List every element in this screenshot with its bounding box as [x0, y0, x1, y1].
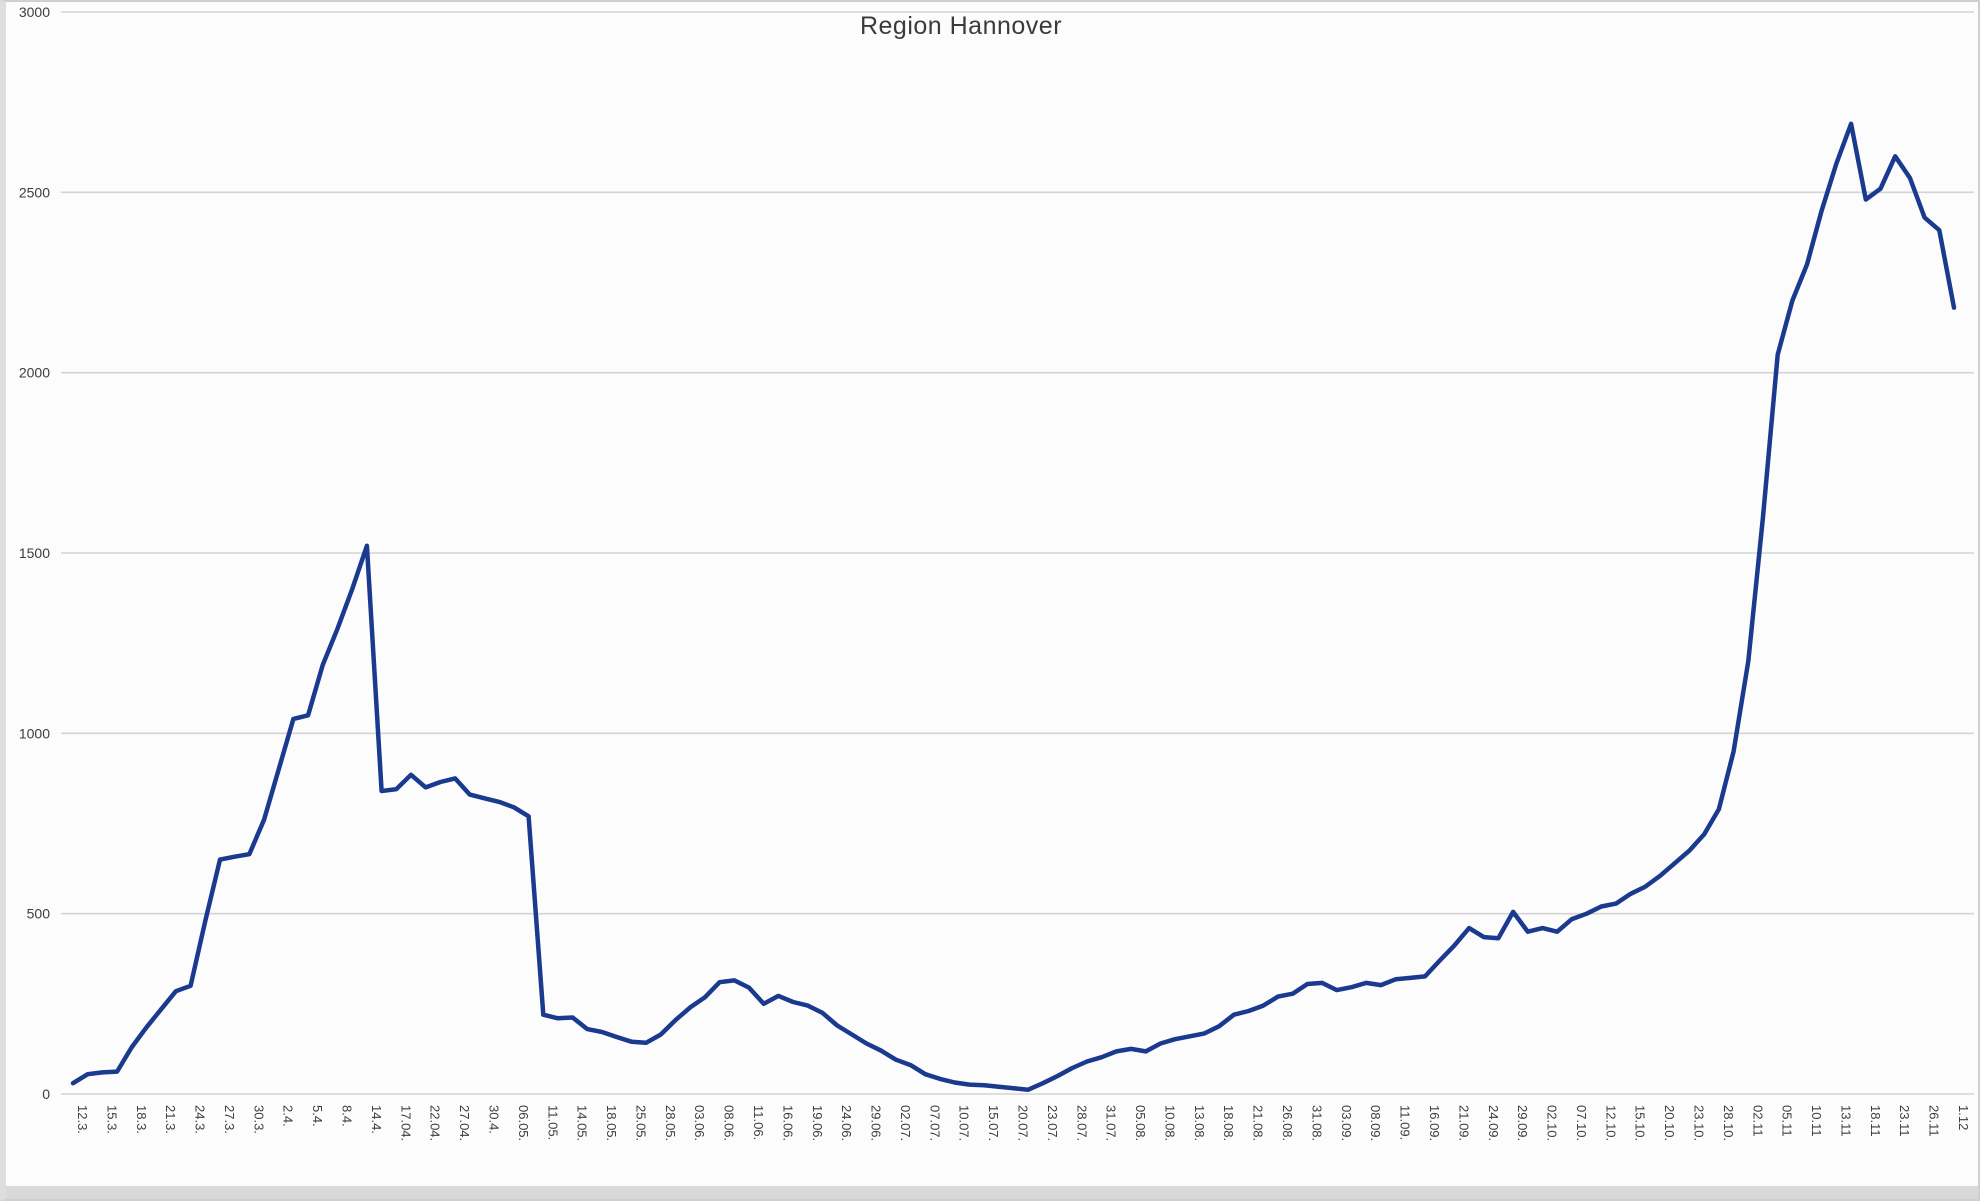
- x-axis-label: 30.3.: [251, 1105, 266, 1134]
- x-axis-label: 07.07.: [927, 1105, 942, 1141]
- x-axis-label: 19.06.: [810, 1105, 825, 1141]
- y-axis-label: 500: [27, 906, 51, 922]
- x-axis-label: 20.07.: [1016, 1105, 1031, 1141]
- x-axis-label: 23.10.: [1691, 1105, 1706, 1141]
- x-axis-label: 10.08.: [1162, 1105, 1177, 1141]
- x-axis-label: 14.4.: [369, 1105, 384, 1134]
- x-axis-label: 24.09.: [1486, 1105, 1501, 1141]
- x-axis-label: 28.07.: [1074, 1105, 1089, 1141]
- chart-title: Region Hannover: [859, 12, 1063, 40]
- x-axis-label: 1.12: [1956, 1105, 1971, 1130]
- line-chart: 0 500 1000 1500 2000 2500 3000 12.3. 15.3. 18.3. 2…: [19, 4, 1974, 1141]
- x-axis-label: 27.3.: [222, 1105, 237, 1134]
- x-axis-label: 12.3.: [75, 1105, 90, 1134]
- x-axis-label: 10.11: [1809, 1105, 1824, 1137]
- x-axis-label: 28.05.: [663, 1105, 678, 1141]
- x-axis-label: 24.3.: [193, 1105, 208, 1134]
- x-axis-label: 18.08.: [1221, 1105, 1236, 1141]
- x-axis-label: 18.05.: [604, 1105, 619, 1141]
- x-axis-label: 13.08.: [1192, 1105, 1207, 1141]
- x-axis-label: 08.06.: [722, 1105, 737, 1141]
- x-axis-label: 2.4.: [281, 1105, 296, 1127]
- x-axis-label: 06.05.: [516, 1105, 531, 1141]
- x-axis-label: 21.08.: [1251, 1105, 1266, 1141]
- x-axis-label: 08.09.: [1368, 1105, 1383, 1141]
- x-axis-label: 23.11: [1897, 1105, 1912, 1137]
- x-axis-label: 24.06.: [839, 1105, 854, 1141]
- x-axis-label: 16.09.: [1427, 1105, 1442, 1141]
- x-axis-label: 29.06.: [869, 1105, 884, 1141]
- x-axis-label: 16.06.: [780, 1105, 795, 1141]
- x-axis-label: 03.06.: [692, 1105, 707, 1141]
- data-series-line: [70, 121, 1957, 1092]
- x-axis-label: 23.07.: [1045, 1105, 1060, 1141]
- x-axis-label: 14.05.: [575, 1105, 590, 1141]
- x-axis-label: 28.10.: [1721, 1105, 1736, 1141]
- x-axis-label: 05.11: [1780, 1105, 1795, 1137]
- y-axis-label: 1500: [19, 545, 50, 561]
- x-axis-label: 10.07.: [957, 1105, 972, 1141]
- x-axis-label: 07.10.: [1574, 1105, 1589, 1141]
- x-axis-label: 05.08.: [1133, 1105, 1148, 1141]
- x-axis-label: 11.09.: [1398, 1105, 1413, 1140]
- x-axis-label: 02.07.: [898, 1105, 913, 1141]
- x-axis-label: 21.09.: [1456, 1105, 1471, 1141]
- y-axis-label: 0: [42, 1086, 50, 1102]
- x-axis-label: 15.3.: [104, 1105, 119, 1134]
- y-axis-label: 2000: [19, 365, 50, 381]
- x-axis-label: 20.10.: [1662, 1105, 1677, 1141]
- x-axis-label: 31.08.: [1309, 1105, 1324, 1141]
- x-axis-label: 02.11: [1750, 1105, 1765, 1137]
- x-axis-label: 15.07.: [986, 1105, 1001, 1141]
- x-axis-label: 29.09.: [1515, 1105, 1530, 1141]
- x-axis-label: 18.11: [1868, 1105, 1883, 1137]
- x-axis-label: 02.10.: [1545, 1105, 1560, 1141]
- x-axis-label: 15.10.: [1633, 1105, 1648, 1141]
- y-axis-label: 3000: [19, 4, 50, 20]
- photo-edge-strip: [6, 1186, 1978, 1199]
- x-axis-label: 18.3.: [134, 1105, 149, 1134]
- x-axis-label: 03.09.: [1339, 1105, 1354, 1141]
- x-axis-label: 31.07.: [1104, 1105, 1119, 1141]
- x-axis-label: 13.11: [1838, 1105, 1853, 1137]
- x-axis-label: 12.10.: [1603, 1105, 1618, 1141]
- x-axis-label: 21.3.: [163, 1105, 178, 1134]
- x-axis-label: 17.04.: [398, 1105, 413, 1141]
- x-axis-label: 22.04.: [428, 1105, 443, 1141]
- y-axis-label: 1000: [19, 725, 50, 741]
- x-axis-label: 30.4.: [486, 1105, 501, 1134]
- x-axis-label: 11.05.: [545, 1105, 560, 1140]
- y-axis-label: 2500: [19, 184, 50, 200]
- x-axis-label: 8.4.: [340, 1105, 355, 1127]
- x-axis-label: 25.05.: [633, 1105, 648, 1141]
- x-axis-label: 27.04.: [457, 1105, 472, 1141]
- x-axis-label: 26.08.: [1280, 1105, 1295, 1141]
- x-axis-label: 5.4.: [310, 1105, 325, 1127]
- x-axis-label: 26.11: [1927, 1105, 1942, 1137]
- x-axis-label: 11.06.: [751, 1105, 766, 1140]
